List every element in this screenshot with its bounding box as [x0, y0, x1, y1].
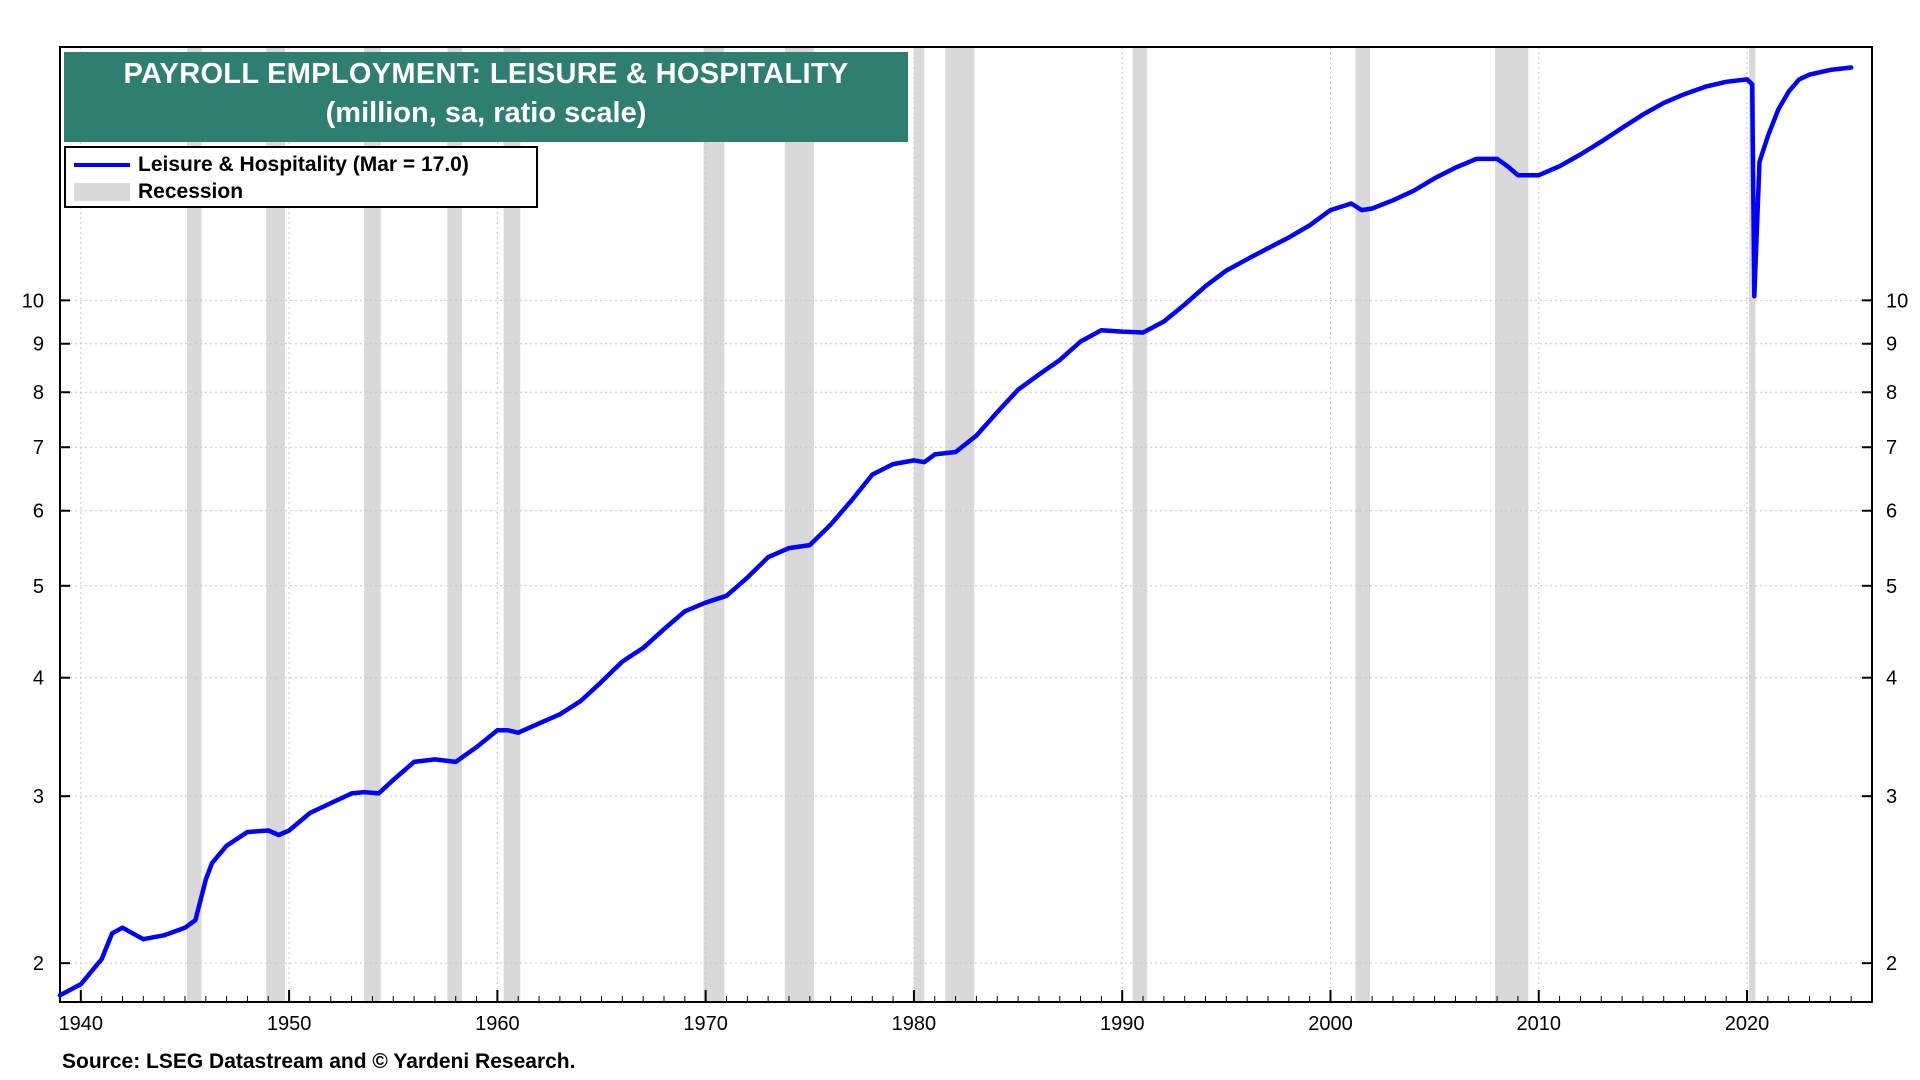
series-group: [57, 65, 1854, 998]
legend-entry-recession: Recession: [74, 179, 243, 205]
y-tick-label-left-10: 10: [22, 290, 44, 312]
y-tick-label-left-3: 3: [33, 786, 44, 808]
recession-band-9: [1132, 47, 1148, 1002]
x-tick-label-2010: 2010: [1517, 1013, 1562, 1035]
source-note: Source: LSEG Datastream and © Yardeni Re…: [62, 1050, 576, 1073]
y-tick-label-right-7: 7: [1886, 437, 1897, 459]
chart-subtitle: (million, sa, ratio scale): [325, 97, 647, 129]
x-tick-label-2020: 2020: [1725, 1013, 1770, 1035]
y-tick-label-left-5: 5: [33, 576, 44, 598]
y-tick-label-right-2: 2: [1886, 953, 1897, 975]
legend: Leisure & Hospitality (Mar = 17.0) Reces…: [64, 146, 538, 208]
plot-frame: [59, 46, 1873, 1003]
recession-band-8: [945, 47, 975, 1002]
chart-title: PAYROLL EMPLOYMENT: LEISURE & HOSPITALIT…: [123, 58, 849, 90]
x-tick-label-1950: 1950: [267, 1013, 312, 1035]
legend-swatch-recession: [74, 183, 130, 201]
grid-lines: [60, 47, 1872, 1002]
y-tick-label-left-2: 2: [33, 953, 44, 975]
legend-entry-series: Leisure & Hospitality (Mar = 17.0): [74, 152, 469, 178]
recession-band-0: [187, 47, 202, 1002]
recession-band-10: [1355, 47, 1371, 1002]
y-tick-label-right-4: 4: [1886, 668, 1897, 690]
recession-band-2: [364, 47, 381, 1002]
x-tick-label-1980: 1980: [892, 1013, 937, 1035]
y-tick-label-left-6: 6: [33, 501, 44, 523]
y-tick-label-left-4: 4: [33, 668, 44, 690]
legend-label-series: Leisure & Hospitality (Mar = 17.0): [138, 153, 469, 176]
legend-swatch-series: [74, 163, 130, 167]
x-tick-label-1990: 1990: [1100, 1013, 1145, 1035]
y-tick-label-left-8: 8: [33, 382, 44, 404]
axis-ticks: 1940 1950 1960 1970 1980 1990 2000 2010 2020 2 2 3 3…: [22, 290, 1909, 1035]
recession-band-7: [913, 47, 925, 1002]
x-tick-label-2000: 2000: [1308, 1013, 1353, 1035]
chart-title-box: PAYROLL EMPLOYMENT: LEISURE & HOSPITALIT…: [64, 52, 908, 142]
recession-band-1: [266, 47, 285, 1002]
y-tick-label-right-6: 6: [1886, 501, 1897, 523]
recession-band-12: [1749, 47, 1756, 1002]
y-tick-label-right-5: 5: [1886, 576, 1897, 598]
y-tick-label-right-8: 8: [1886, 382, 1897, 404]
recession-band-4: [503, 47, 521, 1002]
x-tick-label-1960: 1960: [475, 1013, 520, 1035]
y-tick-label-right-10: 10: [1886, 290, 1908, 312]
series-line-0: [57, 65, 1854, 998]
recession-band-6: [784, 47, 814, 1002]
y-tick-label-right-3: 3: [1886, 786, 1897, 808]
recession-bands: [187, 47, 1756, 1002]
recession-band-5: [703, 47, 725, 1002]
y-tick-label-left-7: 7: [33, 437, 44, 459]
recession-band-11: [1495, 47, 1529, 1002]
y-tick-label-right-9: 9: [1886, 334, 1897, 356]
x-tick-label-1940: 1940: [59, 1013, 104, 1035]
x-tick-label-1970: 1970: [683, 1013, 728, 1035]
y-tick-label-left-9: 9: [33, 334, 44, 356]
legend-label-recession: Recession: [138, 180, 244, 203]
